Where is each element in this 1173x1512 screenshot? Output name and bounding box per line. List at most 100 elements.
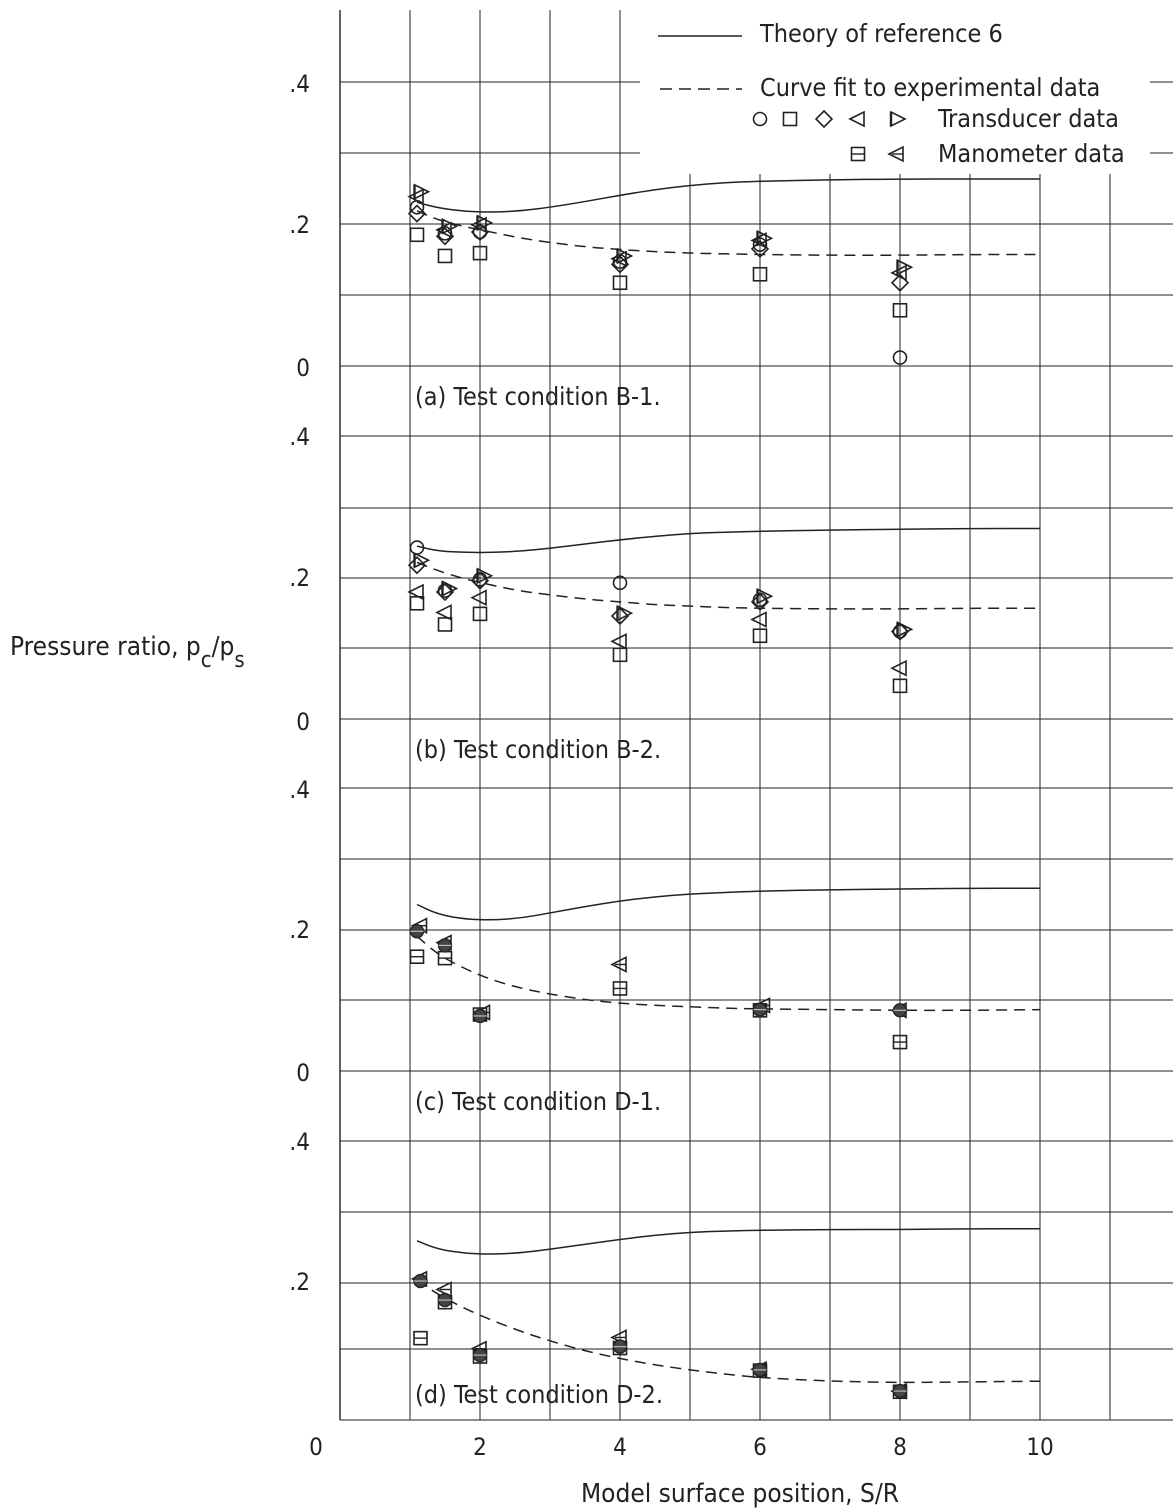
data-point-triangle-left [750,611,767,628]
y-tick-label: .4 [289,423,310,451]
data-point-diamond [407,204,427,223]
data-point-triangle-left [407,583,424,601]
data-point-square [472,606,488,622]
data-point-diamond [435,582,455,602]
data-point-manometer-square [892,1034,908,1050]
data-point-triangle-right [616,604,634,622]
legend-background [640,6,1150,174]
data-point-triangle-right [896,621,914,638]
y-tick-label: .4 [289,776,310,804]
data-point-triangle-right [413,183,431,201]
data-point-triangle-right [756,230,774,247]
data-point-triangle-right [413,551,431,569]
y-tick-label: 0 [296,708,310,736]
y-tick-label: 0 [296,354,310,382]
data-point-manometer-square [409,949,425,965]
data-point-filled [892,1383,908,1399]
curve-fit-line [416,935,1041,1012]
y-axis-label-sub-s: s [234,648,244,673]
data-point-triangle-right [889,110,907,128]
data-point-square [782,111,798,127]
data-point-square [409,227,425,243]
data-point-triangle-left [435,604,452,621]
data-point-triangle-right [476,214,494,232]
x-tick-label: 6 [753,1433,767,1461]
theory-curve [416,1228,1040,1255]
panel-a: (a) Test condition B-1. [407,178,1040,411]
data-point-triangle-left [610,633,627,650]
data-point-filled [892,1003,908,1018]
theory-curve [416,887,1040,921]
data-point-circle [892,350,908,365]
x-tick-label: 4 [613,1433,627,1461]
data-point-manometer-triangle [887,145,904,163]
chart-grid [339,10,1173,1421]
data-point-manometer-square [413,1330,428,1346]
data-point-triangle-left [470,589,487,606]
data-point-triangle-right [896,258,914,276]
data-point-filled [437,1292,453,1308]
y-axis-label-main: Pressure ratio, p [10,632,201,662]
data-point-square [892,678,908,694]
x-tick-label: 2 [473,1433,487,1461]
svg-text:Pressure ratio, pc/ps: Pressure ratio, pc/ps [10,632,245,673]
data-point-square [752,266,768,282]
data-point-square [437,248,453,264]
y-axis-label-sub-c: c [201,648,212,673]
curve-fit-line [416,561,1040,610]
data-point-triangle-right [441,218,459,235]
data-point-triangle-left [890,264,907,282]
data-point-filled [472,1008,488,1024]
data-point-filled [472,1347,488,1363]
legend-transducer-markers [752,109,907,129]
data-point-diamond [814,109,834,129]
y-tick-label: .2 [289,564,310,592]
x-tick-labels: 0 2 4 6 8 10 [309,1433,1054,1461]
legend-manometer-label: Manometer data [938,139,1125,168]
y-tick-label: 0 [296,1059,310,1087]
x-tick-label: 10 [1026,1433,1053,1461]
data-point-manometer-square [850,146,866,162]
data-point-circle [752,111,768,127]
y-tick-label: .2 [289,916,310,944]
panel-title: (d) Test condition D-2. [415,1380,663,1409]
legend-manometer-markers [850,145,904,163]
data-point-manometer-square [612,981,628,996]
data-point-square [892,302,908,318]
data-point-square [752,628,768,644]
data-point-triangle-right [441,580,459,597]
x-tick-label: 8 [893,1433,907,1461]
y-axis-label-slash: /p [212,632,235,662]
y-axis-label: Pressure ratio, pc/ps [10,632,245,673]
data-point-manometer-triangle [610,956,627,973]
data-point-triangle-left [890,659,907,677]
data-point-square [472,245,488,261]
theory-curve [416,527,1040,554]
legend-theory-label: Theory of reference 6 [759,19,1003,48]
data-point-triangle-left [407,188,424,205]
legend-fit-label: Curve fit to experimental data [760,73,1100,102]
data-point-triangle-right [756,587,774,605]
legend-transducer-label: Transducer data [937,104,1119,133]
theory-curve [416,178,1040,213]
data-point-filled [437,938,453,953]
y-tick-label: .2 [289,1268,310,1296]
chart-panels: (a) Test condition B-1. (b) Test conditio… [407,178,1041,1409]
data-point-triangle-left [848,110,865,128]
data-point-square [612,647,628,663]
data-point-filled [752,1362,768,1378]
data-point-filled [413,1273,428,1289]
curve-fit-line [416,210,1040,256]
data-point-square [612,275,628,291]
legend: Theory of reference 6 Curve fit to exper… [658,19,1125,168]
panel-c: (c) Test condition D-1. [409,887,1041,1116]
y-tick-labels: .4 .2 0 .4 .2 0 .4 .2 0 .4 .2 [289,70,310,1296]
panel-title: (a) Test condition B-1. [415,382,661,411]
data-point-manometer-square [437,950,453,966]
y-tick-label: .4 [289,70,310,98]
data-point-triangle-right [476,567,494,585]
data-point-diamond [610,606,630,626]
data-point-diamond [890,622,910,641]
panel-title: (b) Test condition B-2. [415,735,661,764]
data-point-filled [612,1339,628,1354]
